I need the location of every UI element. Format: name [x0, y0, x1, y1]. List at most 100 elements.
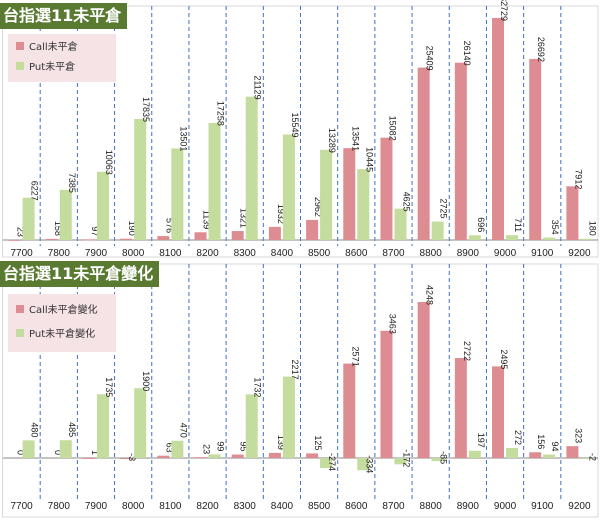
data-label-put-oi-9100: 354 [550, 220, 560, 235]
call-bar-chg-8000 [120, 458, 133, 459]
open-interest-change-chart: 0 480 7700 0 485 7800 1 1735 7900 -3 1900 8000 63 470… [2, 263, 599, 518]
data-label-call-oi-8800: 25409 [425, 46, 435, 71]
tick-label-chg-8700: 8700 [382, 501, 405, 512]
tick-label-chg-8100: 8100 [159, 501, 182, 512]
put-bar-oi-8300 [245, 96, 258, 240]
put-change-swatch [16, 329, 24, 337]
tick-label-oi-7800: 7800 [48, 248, 71, 259]
legend-label-put: Put未平倉 [29, 62, 76, 73]
open-interest-chart: 23 6227 7700 158 7385 7800 97 10063 7900 190 17835… [2, 0, 599, 259]
data-label-call-oi-8200: 1139 [202, 210, 212, 229]
call-bar-oi-8500 [306, 219, 319, 240]
tick-label-oi-8400: 8400 [271, 248, 294, 259]
data-label-call-chg-8700: 3463 [387, 314, 397, 334]
data-label-call-chg-9200: 323 [573, 428, 583, 443]
put-bar-chg-9200 [580, 458, 593, 459]
tick-label-oi-9100: 9100 [531, 248, 554, 259]
put-bar-oi-9000 [506, 235, 519, 240]
data-label-call-chg-8000: -3 [127, 453, 137, 461]
tick-label-chg-8200: 8200 [196, 501, 219, 512]
call-bar-chg-9100 [529, 452, 542, 458]
call-bar-oi-8700 [380, 137, 393, 240]
data-label-call-chg-7900: 1 [90, 450, 100, 455]
data-label-call-chg-8100: 63 [164, 443, 174, 453]
data-label-put-chg-8700: -172 [401, 449, 411, 467]
put-bar-chg-8900 [468, 450, 481, 458]
data-label-call-chg-8500: 125 [313, 435, 323, 450]
put-bar-chg-9000 [506, 448, 519, 458]
call-bar-oi-7700 [8, 239, 21, 241]
tick-label-oi-8900: 8900 [457, 248, 480, 259]
call-bar-oi-9000 [492, 18, 505, 240]
tick-label-chg-7900: 7900 [85, 501, 108, 512]
chart-title-open-interest: 台指選11未平倉 [0, 3, 128, 29]
put-bar-oi-8500 [320, 149, 333, 240]
call-change-swatch [16, 305, 24, 313]
data-label-put-oi-8600: 10445 [364, 147, 374, 172]
legend-item-call: Call未平倉 [16, 40, 78, 56]
legend-label-put-change: Put未平倉變化 [29, 329, 96, 340]
call-bar-chg-8900 [454, 358, 467, 458]
put-bar-oi-9200 [580, 238, 593, 240]
put-bar-oi-8900 [468, 235, 481, 240]
data-label-put-chg-8100: 470 [178, 423, 188, 438]
put-bar-oi-7800 [59, 189, 72, 240]
legend-open-interest-change: Call未平倉變化 Put未平倉變化 [8, 294, 116, 352]
data-label-put-chg-9200: -2 [587, 453, 597, 461]
call-bar-chg-8100 [157, 455, 170, 458]
data-label-put-oi-9200: 180 [587, 221, 597, 236]
data-label-put-chg-8200: 99 [216, 441, 226, 451]
data-label-put-chg-8500: -274 [327, 453, 337, 471]
put-bar-oi-8800 [431, 221, 444, 240]
data-label-call-oi-8500: 2962 [313, 197, 323, 217]
data-label-put-chg-9100: 94 [550, 442, 560, 452]
tick-label-oi-8700: 8700 [382, 248, 405, 259]
data-label-put-oi-8800: 2725 [439, 198, 449, 218]
call-bar-chg-7900 [82, 457, 95, 459]
data-label-call-oi-7700: 23 [16, 227, 26, 237]
put-bar-oi-7900 [96, 171, 109, 240]
call-bar-oi-7800 [45, 238, 58, 240]
call-bar-oi-9100 [529, 58, 542, 240]
call-bar-oi-8900 [454, 62, 467, 240]
data-label-put-chg-7900: 1735 [104, 377, 114, 397]
call-bar-chg-9200 [566, 446, 579, 458]
data-label-call-chg-8600: 2571 [350, 347, 360, 367]
call-bar-oi-8600 [343, 148, 356, 240]
call-bar-chg-9000 [492, 366, 505, 458]
data-label-call-oi-7800: 158 [53, 221, 63, 236]
put-bar-oi-8200 [208, 122, 221, 240]
tick-label-chg-9100: 9100 [531, 501, 554, 512]
put-bar-chg-8100 [171, 440, 184, 458]
put-bar-oi-8400 [282, 134, 295, 240]
data-label-put-chg-7800: 485 [67, 422, 77, 437]
call-bar-oi-7900 [82, 239, 95, 241]
tick-label-chg-8800: 8800 [420, 501, 443, 512]
put-bar-oi-8000 [134, 119, 147, 240]
put-bar-oi-8100 [171, 148, 184, 240]
put-swatch [16, 62, 24, 70]
tick-label-chg-8900: 8900 [457, 501, 480, 512]
put-bar-oi-8600 [357, 169, 370, 240]
call-bar-oi-9200 [566, 186, 579, 240]
tick-label-oi-7700: 7700 [10, 248, 33, 259]
call-bar-oi-8100 [157, 236, 170, 240]
call-bar-oi-8800 [417, 67, 430, 240]
data-label-call-oi-8100: 576 [164, 218, 174, 233]
data-label-call-chg-8800: 4248 [425, 285, 435, 305]
data-label-put-chg-8600: -334 [364, 455, 374, 473]
put-bar-chg-8600 [357, 458, 370, 471]
data-label-call-chg-7800: 0 [53, 450, 63, 455]
call-bar-oi-8200 [194, 232, 207, 240]
data-label-put-oi-7900: 10063 [104, 150, 114, 175]
legend-item-put: Put未平倉 [16, 60, 75, 76]
legend-item-put-change: Put未平倉變化 [16, 327, 95, 343]
call-swatch [16, 42, 24, 50]
call-bar-chg-8400 [268, 452, 281, 458]
data-label-put-oi-8300: 21129 [253, 75, 263, 99]
tick-label-oi-8600: 8600 [345, 248, 368, 259]
call-bar-oi-8400 [268, 226, 281, 240]
tick-label-chg-8600: 8600 [345, 501, 368, 512]
tick-label-chg-9200: 9200 [568, 501, 591, 512]
